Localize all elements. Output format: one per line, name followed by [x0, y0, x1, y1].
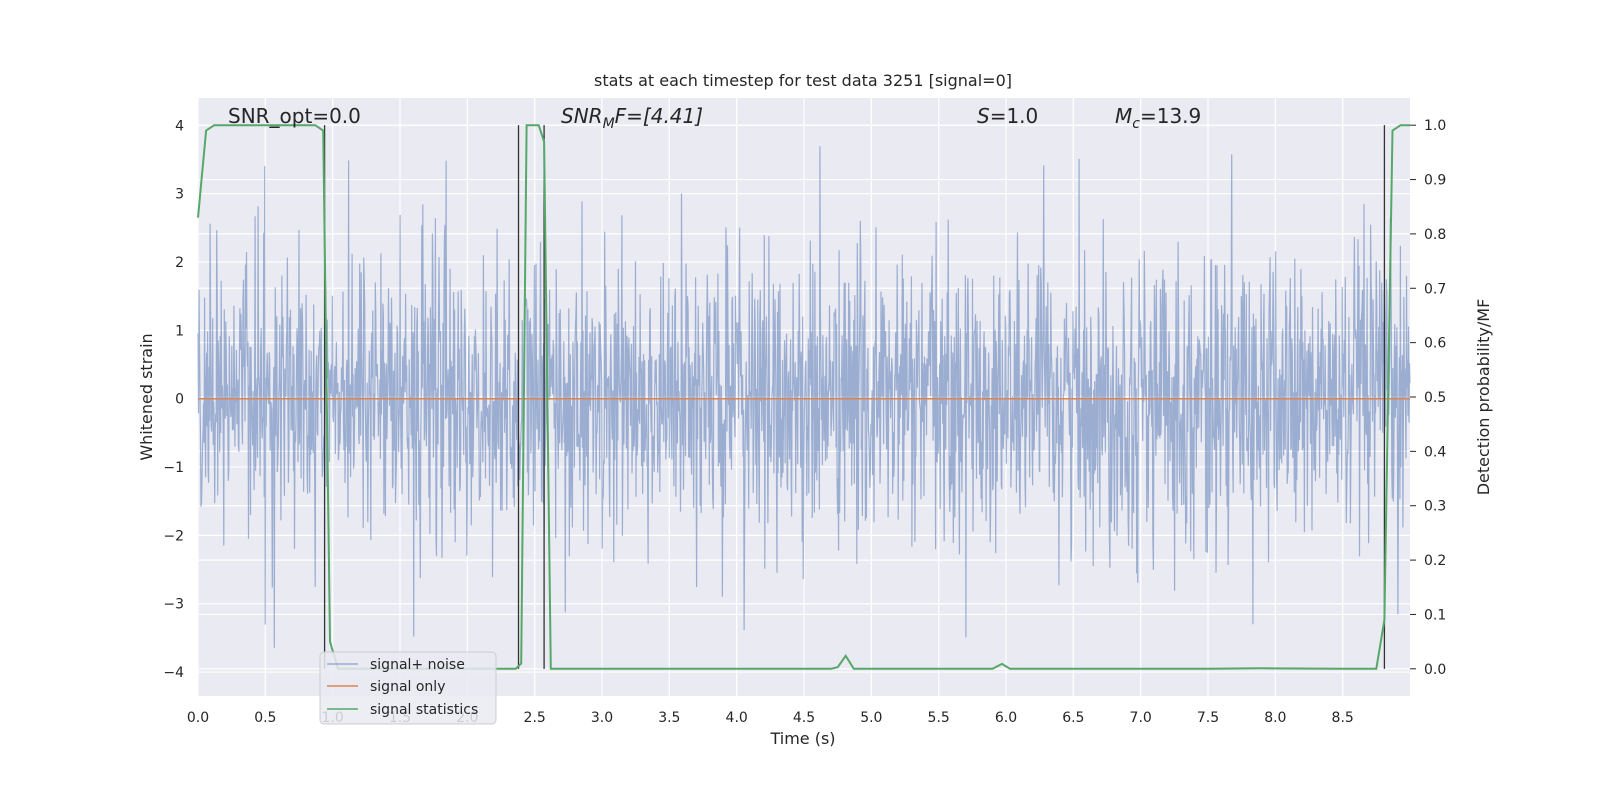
x-tick-9: 4.5 — [793, 710, 815, 726]
y-left-tick-7: −3 — [163, 597, 184, 613]
y-left-tick-2: 2 — [175, 255, 184, 271]
chart-title: stats at each timestep for test data 325… — [594, 71, 1012, 90]
y-left-axis-label: Whitened strain — [137, 333, 156, 460]
y-right-tick-1: 0.9 — [1424, 173, 1446, 189]
y-left-tick-5: −1 — [163, 460, 184, 476]
y-left-tick-6: −2 — [163, 528, 184, 544]
y-right-tick-8: 0.2 — [1424, 553, 1446, 569]
x-tick-8: 4.0 — [726, 710, 748, 726]
y-right-tick-5: 0.5 — [1424, 390, 1446, 406]
x-tick-12: 6.0 — [995, 710, 1017, 726]
legend-label-signal-only: signal only — [370, 679, 445, 695]
annotation-snr-opt: SNR_opt=0.0 — [228, 104, 361, 128]
y-left-tick-3: 1 — [175, 323, 184, 339]
y-left-tick-labels: 4 3 2 1 0 −1 −2 −3 −4 — [163, 118, 184, 681]
x-tick-14: 7.0 — [1130, 710, 1152, 726]
x-tick-16: 8.0 — [1264, 710, 1286, 726]
annotation-mc-sub: c — [1132, 116, 1140, 132]
annotation-s: S=1.0 — [977, 104, 1038, 128]
y-right-tick-6: 0.4 — [1424, 444, 1446, 460]
signal-statistics-line — [197, 124, 1410, 670]
series-signal-statistics — [197, 124, 1410, 670]
y-right-tick-10: 0.0 — [1424, 662, 1446, 678]
y-right-tick-7: 0.3 — [1424, 499, 1446, 515]
x-tick-6: 3.0 — [591, 710, 613, 726]
legend-label-signal-statistics: signal statistics — [370, 702, 478, 718]
y-left-tick-0: 4 — [175, 118, 184, 134]
x-tick-7: 3.5 — [658, 710, 680, 726]
annotation-snr-mf-rest: F=[4.41] — [615, 104, 703, 128]
y-right-tick-9: 0.1 — [1424, 607, 1446, 623]
x-tick-13: 6.5 — [1062, 710, 1084, 726]
series-signal-plus-noise — [197, 146, 1411, 648]
legend-box — [319, 651, 497, 725]
x-tick-10: 5.0 — [860, 710, 882, 726]
annotation-s-main: S — [977, 104, 990, 128]
x-axis-label: Time (s) — [769, 729, 835, 748]
x-tick-0: 0.0 — [187, 710, 209, 726]
y-right-tick-0: 1.0 — [1424, 118, 1446, 134]
noise-line — [197, 146, 1411, 648]
annotation-s-rest: =1.0 — [990, 104, 1039, 128]
y-left-tick-4: 0 — [175, 392, 184, 408]
y-right-tick-2: 0.8 — [1424, 227, 1446, 243]
annotation-snr-mf-main: SNR — [561, 104, 603, 128]
y-right-tick-3: 0.7 — [1424, 281, 1446, 297]
annotation-mc: Mc=13.9 — [1115, 104, 1201, 132]
legend: signal+ noise signal only signal statist… — [319, 651, 497, 725]
y-right-tick-4: 0.6 — [1424, 336, 1446, 352]
x-tick-11: 5.5 — [928, 710, 950, 726]
y-left-tick-8: −4 — [163, 665, 184, 681]
x-tick-5: 2.5 — [524, 710, 546, 726]
x-tick-15: 7.5 — [1197, 710, 1219, 726]
x-tick-17: 8.5 — [1332, 710, 1354, 726]
y-right-tick-labels: 1.0 0.9 0.8 0.7 0.6 0.5 0.4 0.3 0.2 0.1 0.0 — [1410, 118, 1446, 678]
annotation-mc-rest: =13.9 — [1140, 104, 1201, 128]
y-right-axis-label: Detection probability/MF — [1474, 299, 1493, 496]
annotation-snr-mf: SNRMF=[4.41] — [561, 104, 703, 132]
x-tick-1: 0.5 — [254, 710, 276, 726]
y-left-tick-1: 3 — [175, 187, 184, 203]
annotation-snr-mf-sub: M — [603, 116, 615, 132]
annotation-mc-main: M — [1115, 104, 1132, 128]
legend-label-signal-plus-noise: signal+ noise — [370, 657, 465, 673]
